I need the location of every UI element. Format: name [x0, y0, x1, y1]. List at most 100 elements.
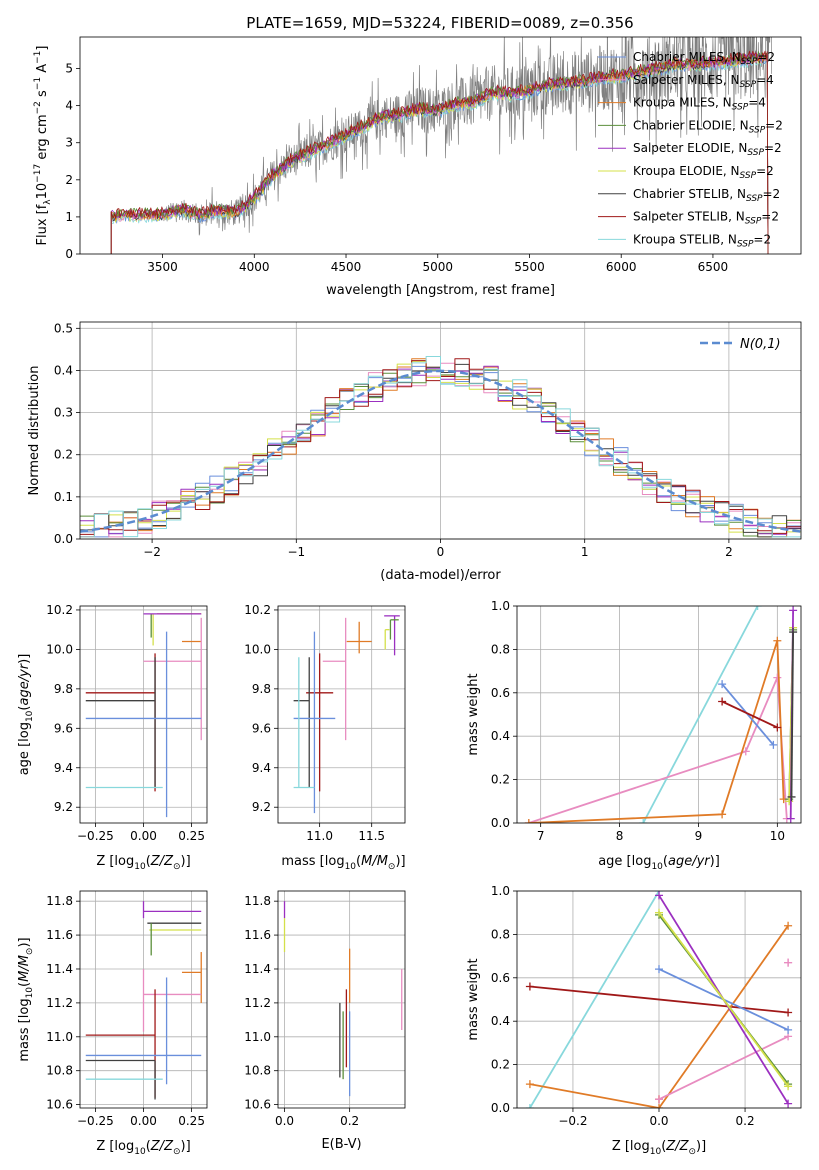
marker-kroupa_miles [784, 921, 793, 930]
marker-salpeter_elodie [655, 891, 663, 900]
marker-salpeter_miles [773, 673, 782, 682]
x-tick-label: 11.5 [358, 829, 385, 843]
plot-area [85, 613, 202, 818]
marker-chabrier_stelib [787, 792, 796, 801]
axes-frame [277, 890, 406, 1109]
x-axis-label: Z [log10(Z/Z⊙)] [96, 854, 190, 872]
legend-entry: Salpeter ELODIE, NSSP=2 [633, 141, 782, 158]
y-tick-label: 0.2 [491, 1058, 510, 1072]
axes-frame [79, 890, 208, 1109]
x-tick-label: 0.2 [736, 1114, 755, 1128]
x-tick-label: −0.2 [558, 1114, 587, 1128]
y-tick-label: 0.4 [491, 729, 510, 743]
y-axis-label: mass weight [466, 673, 481, 755]
x-tick-label: 3500 [147, 260, 178, 274]
axes-frame [79, 321, 802, 540]
x-tick-label: 0.25 [178, 829, 205, 843]
y-tick-label: 11.2 [46, 996, 73, 1010]
y-tick-label: 0.4 [491, 1014, 510, 1028]
y-axis-label: Normed distribution [27, 366, 42, 496]
chart-massweight-vs-Z: −0.2 0.0 0.2 0.0 0.2 0.4 0.6 0.8 1.0 Z [log10(Z/Z… [466, 884, 802, 1157]
y-tick-label: 1.0 [491, 884, 510, 898]
marker-kroupa_miles [655, 1104, 663, 1108]
y-tick-label: 9.8 [54, 682, 73, 696]
plot-area [524, 606, 798, 823]
axes-frame [277, 605, 406, 824]
y-tick-label: 0.2 [54, 448, 73, 462]
x-tick-label: 0.00 [130, 829, 157, 843]
marker-kroupa_stelib [639, 819, 648, 823]
legend-entry: N(0,1) [740, 337, 781, 352]
marker-salpeter_miles [655, 1095, 663, 1104]
plot-area [283, 901, 403, 1097]
x-axis-label: E(B-V) [321, 1137, 361, 1152]
y-tick-label: 1 [65, 210, 73, 224]
chart-massweight-vs-age: 7 8 9 10 0.0 0.2 0.4 0.6 0.8 1.0 age [log10(age/yr… [466, 599, 802, 872]
x-tick-label: 10 [770, 829, 785, 843]
chart-mass-vs-ebv: 0.0 0.2 10.6 10.8 11.0 11.2 11.4 11.6 11.8 E(B-V) [244, 890, 406, 1152]
marker-salpeter_stelib [718, 697, 727, 706]
legend-entry: Chabrier ELODIE, NSSP=2 [633, 118, 783, 135]
series-salpeter_stelib [721, 700, 778, 729]
y-tick-label: 0.0 [491, 1101, 510, 1115]
x-tick-label: 0.00 [130, 1114, 157, 1128]
y-tick-label: 0.2 [491, 773, 510, 787]
y-tick-label: 11.2 [244, 996, 271, 1010]
series-kroupa_elodie [658, 912, 789, 1087]
marker-kroupa_elodie [784, 1082, 793, 1091]
legend-entry: Kroupa ELODIE, NSSP=2 [633, 164, 774, 181]
legend-entry: Chabrier MILES, NSSP=2 [633, 50, 775, 67]
y-tick-label: 11.0 [46, 1030, 73, 1044]
legend-entry: Salpeter MILES, NSSP=4 [633, 73, 774, 90]
y-tick-label: 11.8 [46, 894, 73, 908]
y-tick-label: 0.4 [54, 363, 73, 377]
y-tick-label: 9.8 [252, 682, 271, 696]
chart-residual-histogram: −2 −1 0 1 2 0.0 0.1 0.2 0.3 0.4 0.5 (data-model)/er… [27, 321, 802, 583]
y-tick-label: 1.0 [491, 599, 510, 613]
plot-area [293, 615, 400, 814]
y-tick-label: 9.2 [252, 800, 271, 814]
chart-mass-vs-Z: −0.25 0.00 0.25 10.6 10.8 11.0 11.2 11.4 11.6 11.… [17, 890, 208, 1157]
marker-chabrier_stelib [789, 628, 798, 637]
y-tick-label: 0.8 [491, 642, 510, 656]
marker-kroupa_stelib [753, 606, 762, 610]
series-kroupa_stelib [642, 606, 759, 823]
plot-area [85, 901, 202, 1100]
y-tick-label: 0.0 [491, 816, 510, 830]
x-tick-label: 5000 [422, 260, 453, 274]
x-axis-label: Z [log10(Z/Z⊙)] [96, 1139, 190, 1157]
y-axis-label: mass [log10(M/M⊙)] [17, 937, 35, 1061]
x-tick-label: 0.0 [275, 1114, 294, 1128]
legend-entry: Kroupa MILES, NSSP=4 [633, 96, 766, 113]
y-tick-label: 11.0 [244, 1030, 271, 1044]
y-tick-label: 9.6 [54, 721, 73, 735]
series-kroupa_miles [529, 925, 789, 1108]
x-axis-label: (data-model)/error [380, 568, 501, 583]
y-tick-label: 0.8 [491, 927, 510, 941]
y-tick-label: 9.4 [252, 761, 271, 775]
y-tick-label: 0.0 [54, 532, 73, 546]
x-axis-label: mass [log10(M/M⊙)] [281, 854, 405, 872]
y-tick-label: 0.5 [54, 321, 73, 335]
marker-salpeter_stelib [525, 982, 534, 991]
marker-salpeter_stelib [784, 1008, 793, 1017]
x-tick-label: 0 [437, 545, 445, 559]
x-tick-label: −1 [287, 545, 305, 559]
legend-entry: Chabrier STELIB, NSSP=2 [633, 187, 780, 204]
y-tick-label: 10.6 [244, 1098, 271, 1112]
chart-age-vs-Z: −0.25 0.00 0.25 9.2 9.4 9.6 9.8 10.0 10.2 Z [log1… [17, 603, 208, 872]
axes-frame [516, 890, 802, 1109]
series-salpeter_stelib [529, 985, 789, 1014]
marker-chabrier_miles [784, 1025, 793, 1034]
marker-kroupa_miles [773, 636, 782, 645]
marker-salpeter_elodie [786, 814, 795, 823]
marker-kroupa_miles [525, 1080, 534, 1089]
axes-frame [79, 605, 208, 824]
marker-kroupa_elodie [655, 908, 663, 917]
series-salpeter_miles [658, 1035, 789, 1101]
series-salpeter_miles [528, 676, 788, 823]
y-tick-label: 0 [65, 247, 73, 261]
x-tick-label: 9 [695, 829, 703, 843]
model-spectrum-chabrier_elodie [110, 51, 769, 254]
marker-chabrier_miles [655, 965, 663, 974]
